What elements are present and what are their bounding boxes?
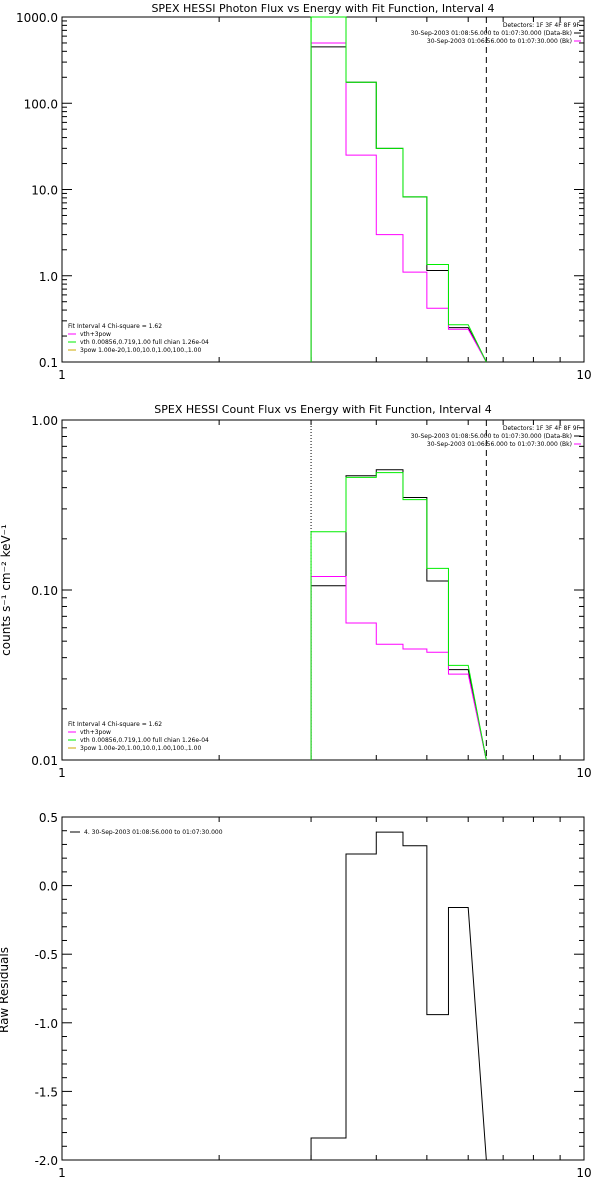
- residuals-legend-text: 4. 30-Sep-2003 01:08:56.000 to 01:07:30.…: [84, 829, 223, 836]
- photon-legend-text: vth 0.00856,0.719,1.00 full chian 1.26e-…: [80, 339, 209, 346]
- photon-series-vth_plus_3pow: [310, 42, 487, 363]
- residuals-y-tick-label: 0.5: [39, 811, 58, 825]
- photon-legend-text: 3pow 1.00e-20,1.00,10.0,1.00,100.,1.00: [80, 347, 201, 354]
- count-series-vth: [310, 472, 487, 761]
- count-series-data: [310, 469, 487, 761]
- count-x-tick-label: 10: [576, 766, 591, 780]
- photon-y-tick-label: 10.0: [31, 184, 58, 198]
- photon-y-tick-label: 1000.0: [16, 11, 58, 25]
- count-legend-text: 3pow 1.00e-20,1.00,10.0,1.00,100.,1.00: [80, 745, 201, 752]
- photon-y-tick-label: 1.0: [39, 270, 58, 284]
- photon-legend-text: Detectors: 1F 3F 4F 8F 9F: [503, 22, 581, 29]
- count-legend-text: vth+3pow: [80, 729, 111, 736]
- count-legend-text: vth 0.00856,0.719,1.00 full chian 1.26e-…: [80, 737, 209, 744]
- residuals-y-tick-label: 0.0: [39, 880, 58, 894]
- count-series-vth_plus_3pow: [310, 576, 487, 761]
- residuals-y-tick-label: -1.0: [35, 1017, 58, 1031]
- photon-y-tick-label: 100.0: [24, 97, 58, 111]
- count-flux-ylabel: counts s⁻¹ cm⁻² keV⁻¹: [0, 524, 13, 656]
- photon-x-tick-label: 10: [576, 368, 591, 382]
- photon-flux-title: SPEX HESSI Photon Flux vs Energy with Fi…: [151, 2, 494, 15]
- count-y-tick-label: 0.01: [31, 754, 58, 768]
- residuals-axes-frame: [61, 816, 585, 1161]
- photon-flux-panel: SPEX HESSI Photon Flux vs Energy with Fi…: [16, 2, 592, 382]
- photon-series-vth: [310, 16, 487, 363]
- count-legend-text: 30-Sep-2003 01:06:56.000 to 01:07:30.000…: [427, 441, 572, 448]
- residuals-y-tick-label: -2.0: [35, 1154, 58, 1168]
- residuals-panel: Raw Residuals 1 10 -2.0 -1.5 -1.0 -0.5 0.0 0.5 4…: [0, 811, 592, 1180]
- count-y-tick-label: 0.10: [31, 584, 58, 598]
- photon-legend-text: vth+3pow: [80, 331, 111, 338]
- count-legend-text: Fit Interval 4 Chi-square = 1.62: [68, 721, 162, 728]
- count-y-tick-label: 1.00: [31, 414, 58, 428]
- residuals-series-residual: [310, 831, 487, 1161]
- count-legend-text: 30-Sep-2003 01:08:56.000 to 01:07:30.000…: [411, 433, 572, 440]
- photon-series-data: [310, 46, 487, 363]
- residuals-x-tick-label: 10: [576, 1166, 591, 1180]
- photon-x-tick-label: 1: [58, 368, 66, 382]
- photon-y-tick-label: 0.1: [39, 356, 58, 370]
- photon-legend-text: 30-Sep-2003 01:08:56.000 to 01:07:30.000…: [411, 30, 572, 37]
- residuals-x-tick-label: 1: [58, 1166, 66, 1180]
- photon-axes-frame: [61, 16, 585, 363]
- count-flux-panel: SPEX HESSI Count Flux vs Energy with Fit…: [0, 403, 592, 780]
- residuals-ylabel: Raw Residuals: [0, 947, 11, 1033]
- residuals-y-tick-label: -0.5: [35, 948, 58, 962]
- count-legend-text: Detectors: 1F 3F 4F 8F 9F: [503, 425, 581, 432]
- count-axes-frame: [61, 419, 585, 761]
- count-flux-title: SPEX HESSI Count Flux vs Energy with Fit…: [154, 403, 491, 416]
- count-x-tick-label: 1: [58, 766, 66, 780]
- photon-legend-text: 30-Sep-2003 01:06:56.000 to 01:07:30.000…: [427, 38, 572, 45]
- photon-legend-text: Fit Interval 4 Chi-square = 1.62: [68, 323, 162, 330]
- residuals-y-tick-label: -1.5: [35, 1085, 58, 1099]
